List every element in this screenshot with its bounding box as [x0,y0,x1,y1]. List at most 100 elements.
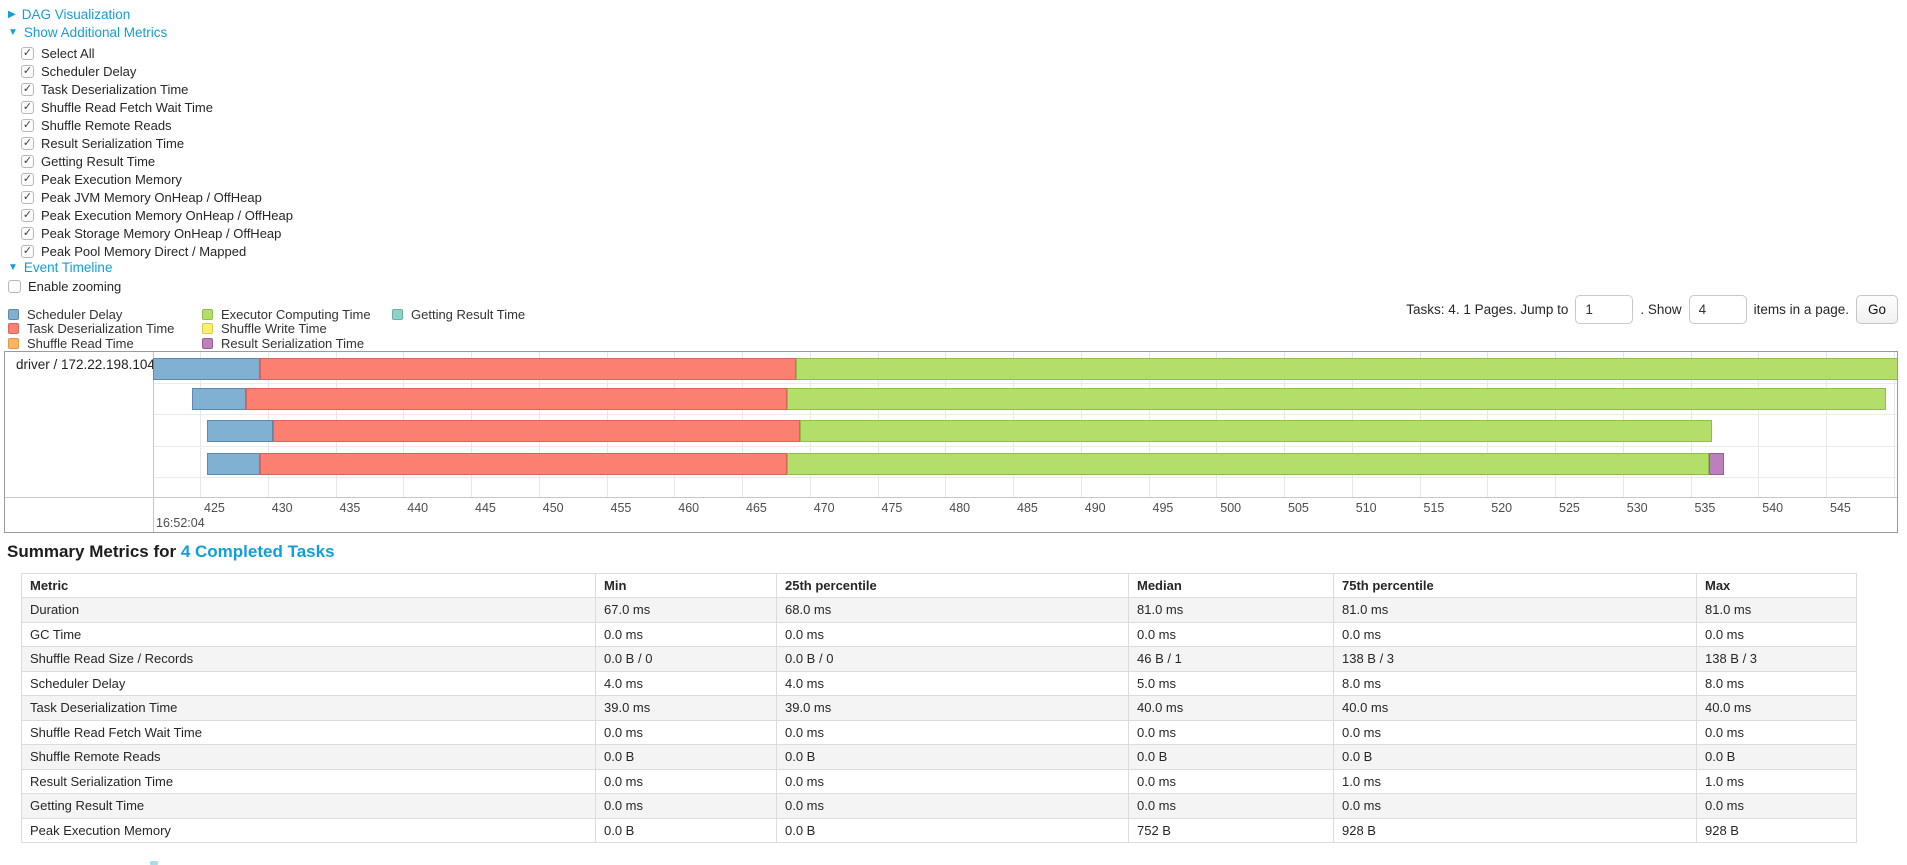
metric-list-item: ✓ Peak Execution Memory OnHeap / OffHeap [21,206,293,224]
enable-zooming-checkbox[interactable] [8,280,21,293]
axis-tick-label: 490 [1084,501,1106,515]
task-bar-segment-computing[interactable] [796,358,1897,380]
table-row: Getting Result Time 0.0 ms 0.0 ms 0.0 ms 0.0… [21,793,1857,819]
axis-tick-label: 465 [746,501,767,515]
collapsed-arrow-icon: ▶ [8,8,16,20]
task-pagination: Tasks: 4. 1 Pages. Jump to . Show items … [1406,293,1898,325]
dag-visualization-toggle[interactable]: ▶ DAG Visualization [8,7,130,22]
axis-tick-label: 535 [1694,501,1716,515]
task-bar-segment-scheduler-delay[interactable] [206,420,274,442]
legend-label: Getting Result Time [411,306,526,322]
metric-list-item: ✓ Peak Storage Memory OnHeap / OffHeap [21,224,293,242]
table-row: Shuffle Read Fetch Wait Time 0.0 ms 0.0 ms… [21,719,1857,745]
table-header-cell: Median [1128,573,1334,598]
completed-tasks-link[interactable]: 4 Completed Tasks [180,542,335,561]
task-bar-segment-deserialization[interactable] [259,453,787,475]
table-cell: 0.0 ms [1333,719,1697,745]
metric-checkbox[interactable]: ✓ [21,244,34,258]
table-cell: Peak Execution Memory [21,817,596,843]
task-bar-segment-deserialization[interactable] [273,420,801,442]
task-bar-segment-deserialization[interactable] [246,388,787,410]
task-bar-segment-computing[interactable] [800,420,1713,442]
metric-checkbox[interactable]: ✓ [21,46,34,60]
event-timeline-link[interactable]: Event Timeline [23,260,113,275]
metric-checkbox-label: Getting Result Time [41,153,156,169]
axis-tick-label: 480 [949,501,971,515]
table-cell: 40.0 ms [1333,695,1697,721]
metric-checkbox[interactable]: ✓ [21,100,34,114]
table-cell: 0.0 ms [595,768,777,794]
timeline-row-separator [154,414,1897,415]
table-cell: 0.0 B [595,817,777,843]
metric-checkbox-label: Task Deserialization Time [41,81,189,97]
task-bar-segment-computing[interactable] [786,453,1710,475]
metric-checkbox[interactable]: ✓ [21,172,34,186]
table-row: Task Deserialization Time 39.0 ms 39.0 ms 4… [21,695,1857,721]
metric-checkbox[interactable]: ✓ [21,208,34,222]
task-bar-segment-computing[interactable] [786,388,1886,410]
metric-checkbox[interactable]: ✓ [21,118,34,132]
table-cell: 68.0 ms [776,597,1129,623]
legend-label: Shuffle Write Time [221,321,327,337]
metric-checkbox-label: Select All [41,45,95,61]
table-cell: 0.0 B [776,817,1129,843]
axis-tick-label: 450 [542,501,564,515]
table-cell: 0.0 ms [1696,621,1857,647]
dag-visualization-link[interactable]: DAG Visualization [21,7,131,22]
table-cell: 138 B / 3 [1696,646,1857,672]
executor-group-label: driver / 172.22.198.104 [16,357,155,372]
table-cell: 0.0 ms [1333,793,1697,819]
legend-swatch-icon [8,308,19,320]
table-cell: 8.0 ms [1696,670,1857,696]
event-timeline-toggle[interactable]: ▼ Event Timeline [8,260,112,275]
table-cell: Getting Result Time [21,793,596,819]
task-bar-segment-result-serialization[interactable] [1709,453,1725,475]
table-cell: 752 B [1128,817,1334,843]
table-cell: 0.0 B / 0 [595,646,777,672]
table-cell: 0.0 ms [776,621,1129,647]
axis-gridline [1826,352,1828,497]
show-text: . Show [1640,301,1682,317]
event-timeline-chart[interactable]: driver / 172.22.198.104 16:52:04 425 430 4… [4,351,1898,533]
axis-tick-label: 430 [271,501,293,515]
legend-label: Executor Computing Time [221,306,371,322]
task-bar-segment-scheduler-delay[interactable] [191,388,247,410]
metric-checkbox[interactable]: ✓ [21,82,34,96]
axis-gridline [200,352,202,497]
table-cell: 67.0 ms [595,597,777,623]
task-bar-segment-scheduler-delay[interactable] [206,453,260,475]
axis-tick-label: 435 [339,501,361,515]
metric-checkbox[interactable]: ✓ [21,226,34,240]
task-bar-segment-deserialization[interactable] [259,358,797,380]
metric-checkbox[interactable]: ✓ [21,154,34,168]
table-cell: Shuffle Read Size / Records [21,646,596,672]
expanded-arrow-icon: ▼ [8,261,18,273]
table-cell: 0.0 ms [595,719,777,745]
axis-tick-label: 530 [1626,501,1648,515]
task-bar-segment-scheduler-delay[interactable] [152,358,260,380]
go-button[interactable]: Go [1855,294,1898,324]
table-cell: 0.0 ms [1128,768,1334,794]
metric-list-item: ✓ Shuffle Read Fetch Wait Time [21,98,293,116]
table-cell: 0.0 ms [776,768,1129,794]
table-cell: 0.0 B / 0 [776,646,1129,672]
tasks-count-text: Tasks: 4. 1 Pages. Jump to [1406,301,1569,317]
table-cell: 0.0 ms [1696,793,1857,819]
metric-checkbox[interactable]: ✓ [21,190,34,204]
jump-to-page-input[interactable] [1575,294,1634,324]
show-additional-metrics-link[interactable]: Show Additional Metrics [23,25,168,40]
show-additional-metrics-toggle[interactable]: ▼ Show Additional Metrics [8,25,167,40]
enable-zooming-label: Enable zooming [28,279,122,294]
table-row: Shuffle Read Size / Records 0.0 B / 0 0.0 … [21,646,1857,672]
items-per-page-input[interactable] [1688,294,1747,324]
legend-label: Result Serialization Time [221,335,365,351]
summary-metrics-table: Metric Min 25th percentile Median 75th perce… [21,573,1857,843]
summary-heading-prefix: Summary Metrics for [7,542,181,561]
metric-checkbox[interactable]: ✓ [21,64,34,78]
axis-tick-label: 425 [204,501,225,515]
table-cell: 39.0 ms [595,695,777,721]
legend-column: Scheduler Delay Task Deserialization Time… [8,307,174,351]
timeline-row-separator [154,477,1897,478]
metric-checkbox[interactable]: ✓ [21,136,34,150]
table-cell: 40.0 ms [1128,695,1334,721]
